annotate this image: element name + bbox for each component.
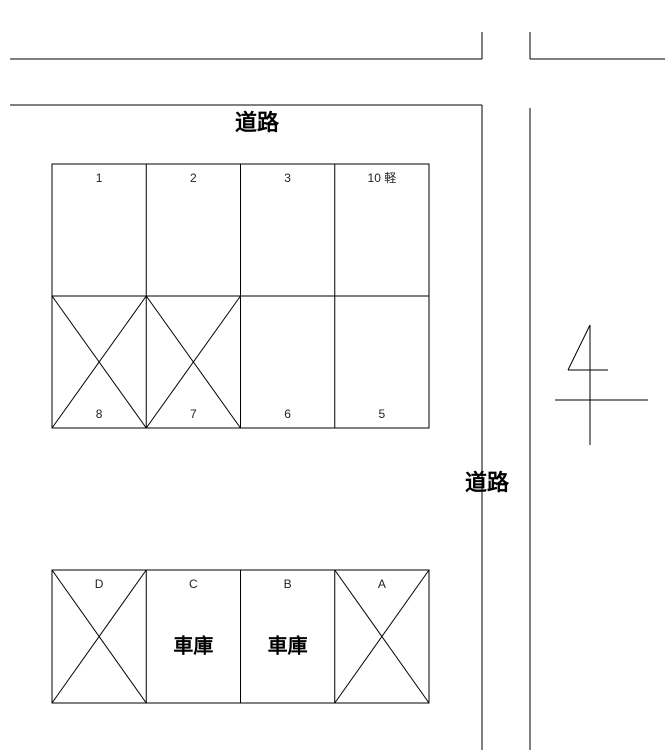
upper-parking-grid: 1 2 3 10 軽 8 7 6 5 (52, 164, 429, 428)
lower-cell-label: D (95, 577, 104, 591)
upper-cell-label: 3 (284, 171, 291, 185)
parking-diagram: 道路 道路 1 2 3 10 軽 8 7 6 5 D C B A 車庫 車庫 (0, 0, 669, 754)
lower-cell-label: B (284, 577, 292, 591)
road-label-top: 道路 (235, 110, 280, 135)
compass-icon (555, 325, 648, 445)
upper-cell-label: 1 (96, 171, 103, 185)
upper-cell-label: 8 (96, 407, 103, 421)
lower-cell-label: C (189, 577, 198, 591)
lower-cell-label: A (378, 577, 386, 591)
roads (10, 32, 665, 750)
upper-cell-label: 6 (284, 407, 291, 421)
upper-cell-label: 5 (379, 407, 386, 421)
road-label-right: 道路 (465, 470, 510, 495)
garage-label: 車庫 (173, 633, 213, 657)
garage-label: 車庫 (268, 633, 308, 657)
upper-cell-label: 7 (190, 407, 197, 421)
upper-cell-label: 10 軽 (368, 171, 397, 185)
upper-cell-label: 2 (190, 171, 197, 185)
lower-garage-grid: D C B A 車庫 車庫 (52, 570, 429, 703)
